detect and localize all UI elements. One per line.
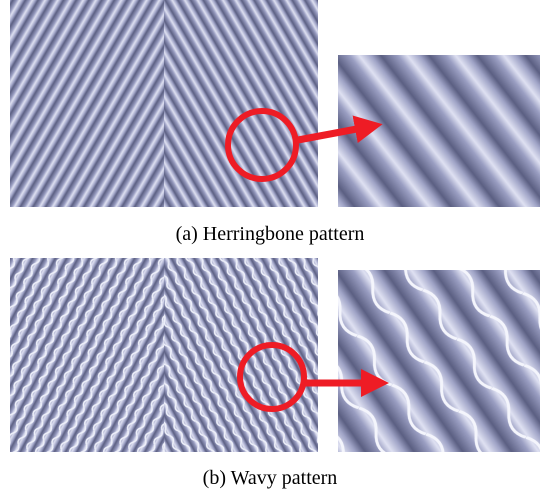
wavy-left xyxy=(10,258,164,452)
wavy-zoom xyxy=(338,270,540,452)
caption: (a) Herringbone pattern xyxy=(176,223,365,245)
herringbone-left xyxy=(10,0,164,207)
herringbone-zoom xyxy=(338,55,540,207)
panel-a: (a) Herringbone pattern xyxy=(10,0,540,245)
panel-b: (b) Wavy pattern xyxy=(10,258,540,489)
caption: (b) Wavy pattern xyxy=(203,467,338,489)
figure: (a) Herringbone pattern (b) Wavy pattern xyxy=(0,0,549,498)
herringbone-right xyxy=(164,0,318,207)
